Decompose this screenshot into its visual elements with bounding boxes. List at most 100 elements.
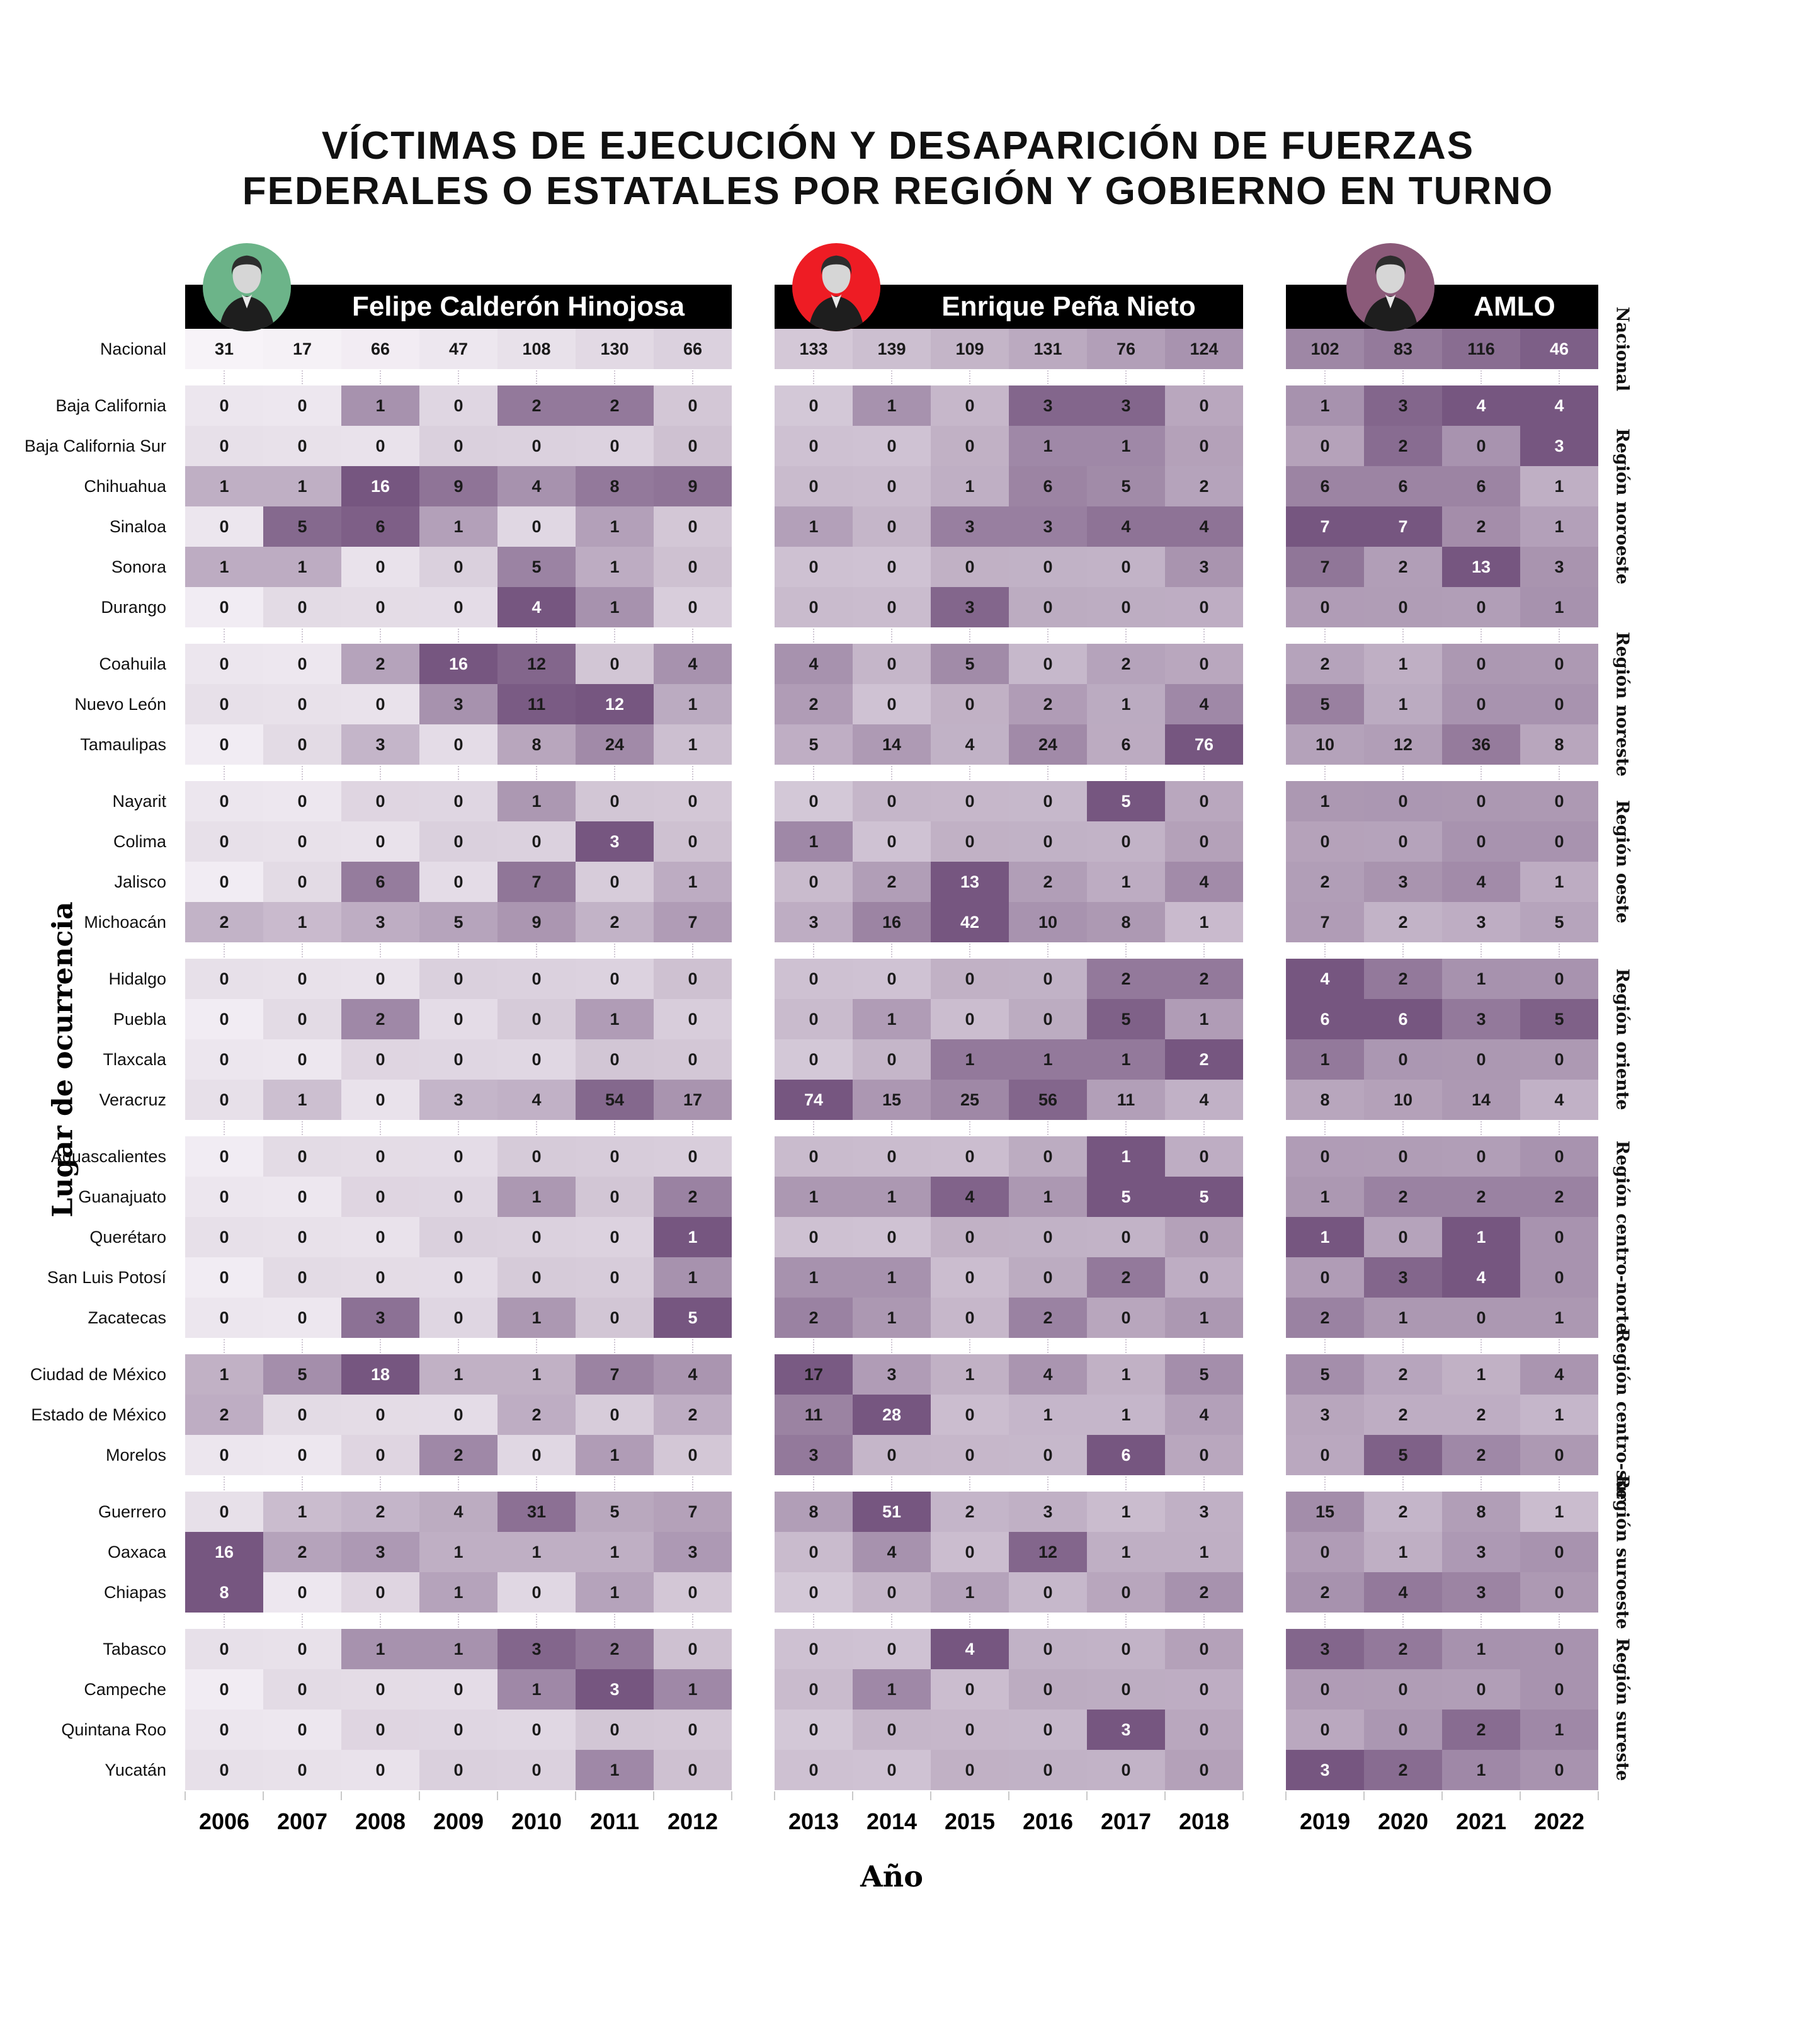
region-label: Región noroeste (1612, 428, 1632, 585)
heatmap-cell: 0 (654, 1136, 732, 1177)
heatmap-cell: 1 (1087, 1532, 1165, 1572)
heatmap-cell: 4 (853, 1532, 931, 1572)
gridline (1125, 1339, 1127, 1353)
heatmap-cell: 0 (185, 1435, 263, 1475)
heatmap-cell: 0 (419, 1669, 497, 1710)
heatmap-cell: 108 (497, 329, 576, 369)
heatmap-cell: 15 (1286, 1492, 1364, 1532)
heatmap-cell: 1 (1520, 1298, 1598, 1338)
gridline (1324, 1614, 1326, 1628)
heatmap-cell: 5 (263, 506, 341, 547)
heatmap-cell: 2 (341, 999, 419, 1039)
heatmap-cell: 0 (1087, 1298, 1165, 1338)
gridline (1047, 1614, 1049, 1628)
gridline (692, 1339, 693, 1353)
axis-tick (497, 1791, 498, 1800)
heatmap-cell: 6 (1364, 466, 1442, 506)
heatmap-cell: 0 (185, 1669, 263, 1710)
heatmap-cell: 1 (1087, 1136, 1165, 1177)
heatmap-cell: 1 (497, 1177, 576, 1217)
heatmap-cell: 0 (576, 862, 654, 902)
heatmap-cell: 4 (654, 1354, 732, 1395)
row-label: Colima (113, 832, 166, 851)
heatmap-cell: 4 (497, 466, 576, 506)
heatmap-cell: 6 (1286, 466, 1364, 506)
gridline (1324, 766, 1326, 780)
heatmap-cell: 0 (576, 1136, 654, 1177)
heatmap-cell: 0 (931, 821, 1009, 862)
gridline (813, 766, 814, 780)
heatmap-cell: 16 (341, 466, 419, 506)
heatmap-cell: 0 (185, 821, 263, 862)
heatmap-cell: 0 (1520, 1532, 1598, 1572)
heatmap-cell: 3 (1009, 506, 1087, 547)
gridline (1559, 1614, 1560, 1628)
heatmap-cell: 0 (1520, 821, 1598, 862)
heatmap-cell: 4 (1520, 385, 1598, 426)
heatmap-cell: 0 (654, 1435, 732, 1475)
heatmap-cell: 0 (853, 1217, 931, 1257)
heatmap-cell: 1 (263, 902, 341, 942)
heatmap-cell: 3 (1520, 426, 1598, 466)
heatmap-cell: 116 (1442, 329, 1520, 369)
heatmap-cell: 0 (341, 1177, 419, 1217)
heatmap-cell: 0 (1364, 1136, 1442, 1177)
heatmap-cell: 0 (185, 959, 263, 999)
gridline (1203, 1121, 1205, 1135)
heatmap-cell: 0 (185, 862, 263, 902)
heatmap-cell: 1 (1165, 1532, 1243, 1572)
heatmap-cell: 0 (775, 1532, 853, 1572)
heatmap-cell: 2 (853, 862, 931, 902)
heatmap-cell: 0 (341, 1750, 419, 1790)
heatmap-cell: 0 (1087, 547, 1165, 587)
gridline (380, 629, 381, 642)
gridline (458, 1476, 459, 1490)
gridline (614, 766, 615, 780)
heatmap-cell: 0 (775, 1669, 853, 1710)
heatmap-cell: 0 (497, 426, 576, 466)
heatmap-cell: 1 (263, 1492, 341, 1532)
gridline (1402, 370, 1404, 384)
heatmap-cell: 0 (654, 506, 732, 547)
heatmap-cell: 0 (654, 426, 732, 466)
heatmap-cell: 0 (419, 1710, 497, 1750)
x-tick-label: 2010 (511, 1808, 562, 1834)
gridline (224, 944, 225, 957)
heatmap-cell: 109 (931, 329, 1009, 369)
region-label: Región noreste (1612, 632, 1632, 777)
x-tick-label: 2013 (788, 1808, 839, 1834)
heatmap-cell: 0 (931, 1435, 1009, 1475)
heatmap-cell: 1 (1442, 1750, 1520, 1790)
heatmap-cell: 1 (1009, 1039, 1087, 1080)
heatmap-cell: 0 (853, 1039, 931, 1080)
heatmap-cell: 2 (654, 1395, 732, 1435)
heatmap-cell: 0 (185, 1217, 263, 1257)
heatmap-cell: 0 (263, 1710, 341, 1750)
heatmap-cell: 1 (853, 1177, 931, 1217)
row-label: Nayarit (112, 792, 166, 811)
heatmap-cell: 8 (1442, 1492, 1520, 1532)
heatmap-cell: 1 (775, 1177, 853, 1217)
heatmap-cell: 17 (263, 329, 341, 369)
row-label: Michoacán (84, 913, 166, 932)
row-label: Veracruz (99, 1090, 166, 1109)
heatmap-cell: 0 (263, 684, 341, 724)
gridline (614, 1121, 615, 1135)
heatmap-cell: 3 (931, 506, 1009, 547)
heatmap-cell: 0 (1286, 1710, 1364, 1750)
gridline (536, 1121, 537, 1135)
gridline (1047, 1121, 1049, 1135)
heatmap-cell: 2 (1364, 902, 1442, 942)
heatmap-cell: 0 (1286, 1669, 1364, 1710)
x-tick-label: 2011 (589, 1808, 640, 1834)
heatmap-cell: 0 (419, 1217, 497, 1257)
heatmap-cell: 1 (853, 385, 931, 426)
region-label: Región oriente (1612, 968, 1632, 1110)
heatmap-cell: 0 (341, 426, 419, 466)
heatmap-cell: 0 (341, 1039, 419, 1080)
heatmap-cell: 3 (654, 1532, 732, 1572)
heatmap-cell: 2 (263, 1532, 341, 1572)
heatmap-cell: 1 (1520, 1710, 1598, 1750)
heatmap-cell: 0 (1520, 959, 1598, 999)
